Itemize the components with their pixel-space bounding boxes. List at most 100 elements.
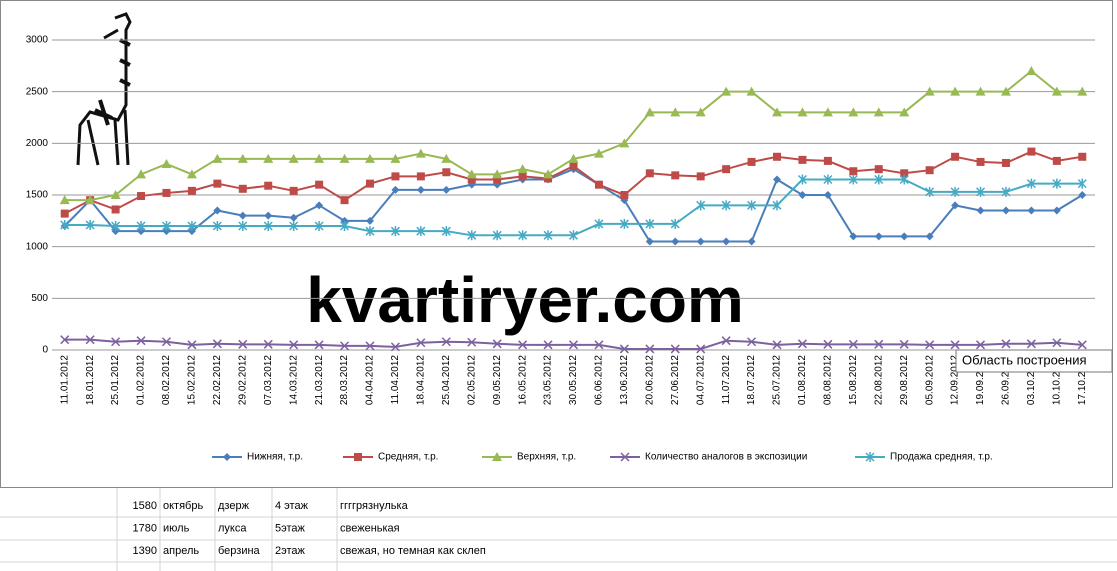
marker xyxy=(60,219,70,230)
marker xyxy=(315,180,324,189)
marker xyxy=(773,175,782,184)
x-tick-label: 20.06.2012 xyxy=(644,355,655,405)
marker xyxy=(1052,178,1062,189)
marker xyxy=(416,226,426,237)
marker xyxy=(314,153,325,163)
x-tick-label: 18.01.2012 xyxy=(85,355,96,405)
legend-label: Нижняя, т.р. xyxy=(247,452,303,463)
cell: 1390 xyxy=(133,545,157,557)
cell: 4 этаж xyxy=(275,500,309,512)
marker xyxy=(1051,86,1062,96)
marker xyxy=(493,175,502,184)
x-tick-label: 01.02.2012 xyxy=(136,355,147,405)
marker xyxy=(161,159,172,168)
marker xyxy=(1026,178,1036,189)
marker xyxy=(365,179,374,188)
marker xyxy=(544,174,553,183)
marker xyxy=(213,179,222,188)
marker xyxy=(340,216,349,225)
marker xyxy=(671,171,680,180)
marker xyxy=(111,221,121,231)
marker xyxy=(289,213,298,222)
marker xyxy=(161,337,172,347)
marker xyxy=(1052,156,1061,165)
marker xyxy=(874,232,883,241)
cell: свеженькая xyxy=(340,522,400,534)
cell: ггггрязнулька xyxy=(340,500,409,512)
marker xyxy=(213,206,222,215)
marker xyxy=(137,227,146,236)
marker xyxy=(136,336,146,346)
x-tick-label: 14.03.2012 xyxy=(288,355,299,405)
marker xyxy=(568,153,579,163)
marker xyxy=(238,211,247,220)
x-tick-label: 15.08.2012 xyxy=(848,355,859,405)
cell: дзерж xyxy=(218,500,250,512)
marker xyxy=(289,340,299,350)
marker xyxy=(162,227,171,236)
x-tick-label: 23.05.2012 xyxy=(543,355,554,405)
chart-area[interactable] xyxy=(0,0,1113,488)
marker xyxy=(289,186,298,195)
marker xyxy=(187,221,197,231)
marker xyxy=(798,155,807,164)
marker xyxy=(797,339,807,349)
legend-label: Средняя, т.р. xyxy=(378,452,438,463)
marker xyxy=(797,107,808,117)
x-tick-label: 06.06.2012 xyxy=(594,355,605,405)
marker xyxy=(467,337,477,347)
x-tick-label: 30.05.2012 xyxy=(568,355,579,405)
marker xyxy=(975,86,986,96)
x-tick-label: 02.05.2012 xyxy=(466,355,477,405)
marker xyxy=(696,200,706,211)
marker xyxy=(59,195,70,205)
x-tick-label: 21.03.2012 xyxy=(314,355,325,405)
x-tick-label: 04.07.2012 xyxy=(695,355,706,405)
x-tick-label: 17.10.2012 xyxy=(1077,355,1088,405)
x-tick-label: 12.09.2012 xyxy=(950,355,961,405)
legend-marker xyxy=(620,452,630,462)
marker xyxy=(1000,86,1011,96)
marker xyxy=(60,335,70,345)
marker xyxy=(517,164,528,174)
marker xyxy=(441,337,451,347)
marker xyxy=(798,191,807,199)
marker xyxy=(365,216,374,225)
x-tick-label: 18.04.2012 xyxy=(416,355,427,405)
marker xyxy=(416,172,425,181)
marker xyxy=(111,227,120,236)
marker xyxy=(1027,147,1036,156)
marker xyxy=(925,340,935,350)
marker xyxy=(696,237,705,246)
x-tick-label: 11.01.2012 xyxy=(59,355,70,405)
marker xyxy=(442,185,451,194)
marker xyxy=(594,180,603,189)
marker xyxy=(1001,186,1011,197)
marker xyxy=(772,340,782,350)
x-tick-label: 16.05.2012 xyxy=(517,355,528,405)
legend-marker xyxy=(223,453,231,461)
marker xyxy=(390,342,400,352)
marker xyxy=(951,152,960,161)
marker xyxy=(238,221,248,231)
marker xyxy=(568,340,579,350)
y-tick-label: 2000 xyxy=(26,138,49,149)
x-tick-label: 18.07.2012 xyxy=(746,355,757,405)
x-tick-label: 25.07.2012 xyxy=(772,355,783,405)
marker xyxy=(85,195,96,205)
marker xyxy=(823,191,832,199)
x-tick-label: 27.06.2012 xyxy=(670,355,681,405)
marker xyxy=(492,230,502,241)
marker xyxy=(390,226,400,237)
marker xyxy=(900,232,909,241)
legend-marker xyxy=(865,452,875,462)
marker xyxy=(237,153,248,163)
marker xyxy=(212,221,222,231)
legend-label: Продажа средняя, т.р. xyxy=(890,452,993,463)
marker xyxy=(187,186,196,195)
marker xyxy=(1027,206,1036,215)
marker xyxy=(212,153,223,163)
marker xyxy=(619,218,629,229)
x-tick-label: 11.04.2012 xyxy=(390,355,401,405)
y-tick-label: 500 xyxy=(31,293,48,304)
